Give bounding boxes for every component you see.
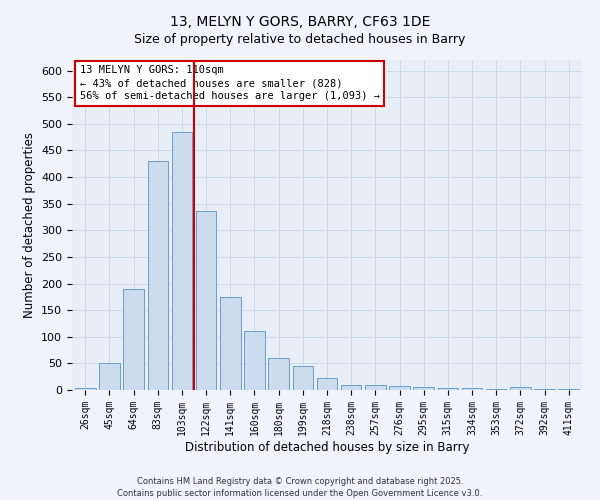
Bar bbox=[559, 389, 579, 390]
Bar bbox=[75, 388, 95, 390]
Bar bbox=[196, 210, 217, 390]
Bar bbox=[268, 358, 289, 390]
Bar bbox=[244, 332, 265, 390]
Y-axis label: Number of detached properties: Number of detached properties bbox=[23, 132, 35, 318]
Bar bbox=[293, 366, 313, 390]
Text: 13, MELYN Y GORS, BARRY, CF63 1DE: 13, MELYN Y GORS, BARRY, CF63 1DE bbox=[170, 15, 430, 29]
Bar bbox=[148, 161, 168, 390]
X-axis label: Distribution of detached houses by size in Barry: Distribution of detached houses by size … bbox=[185, 440, 469, 454]
Bar bbox=[220, 297, 241, 390]
Bar bbox=[124, 289, 144, 390]
Text: 13 MELYN Y GORS: 110sqm
← 43% of detached houses are smaller (828)
56% of semi-d: 13 MELYN Y GORS: 110sqm ← 43% of detache… bbox=[80, 65, 380, 102]
Bar bbox=[389, 386, 410, 390]
Bar bbox=[486, 389, 506, 390]
Bar bbox=[462, 388, 482, 390]
Bar bbox=[317, 378, 337, 390]
Bar bbox=[99, 363, 120, 390]
Bar bbox=[341, 384, 361, 390]
Bar bbox=[510, 388, 530, 390]
Text: Size of property relative to detached houses in Barry: Size of property relative to detached ho… bbox=[134, 32, 466, 46]
Text: Contains HM Land Registry data © Crown copyright and database right 2025.
Contai: Contains HM Land Registry data © Crown c… bbox=[118, 476, 482, 498]
Bar bbox=[534, 389, 555, 390]
Bar bbox=[172, 132, 192, 390]
Bar bbox=[437, 388, 458, 390]
Bar bbox=[413, 388, 434, 390]
Bar bbox=[365, 384, 386, 390]
